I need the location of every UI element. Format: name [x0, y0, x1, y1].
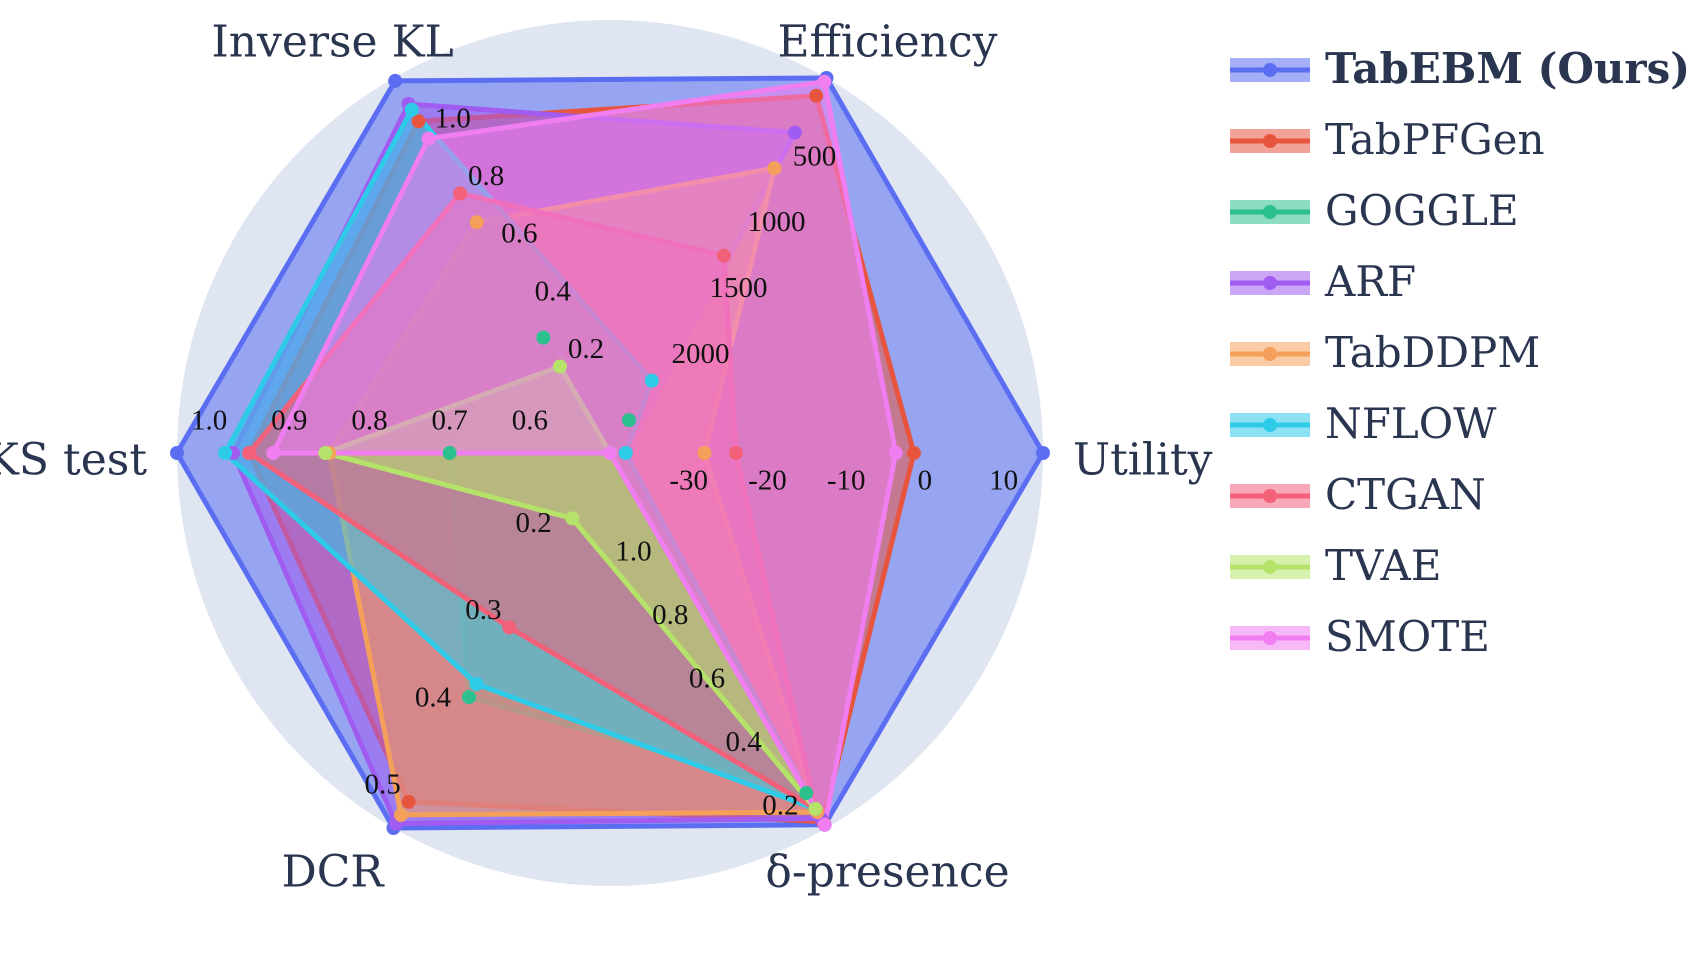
legend-marker: [1263, 276, 1277, 290]
series-marker: [536, 330, 551, 345]
tick-label: 0.2: [516, 507, 552, 539]
series-marker: [553, 359, 568, 374]
series-marker: [404, 102, 419, 117]
tick-label: 0.6: [501, 218, 537, 250]
series-marker: [697, 446, 712, 460]
series-marker: [469, 215, 484, 230]
axis-name: Efficiency: [777, 16, 997, 67]
tick-label: -30: [669, 465, 708, 497]
series-marker: [644, 373, 659, 388]
series-marker: [888, 446, 903, 460]
series-marker: [401, 794, 416, 809]
series-marker: [218, 446, 233, 460]
legend-marker: [1263, 63, 1277, 77]
tick-label: 0.3: [465, 594, 501, 626]
series-marker: [318, 446, 333, 460]
series-marker: [453, 186, 468, 201]
legend-label: SMOTE: [1325, 612, 1490, 661]
series-marker: [603, 446, 617, 460]
series-marker: [421, 131, 436, 146]
series-marker: [716, 248, 731, 263]
tick-label: 0.8: [652, 599, 688, 631]
series-marker: [817, 817, 832, 832]
series-marker: [1036, 446, 1050, 460]
series-marker: [787, 125, 802, 140]
tick-label: 0.6: [512, 405, 548, 437]
tick-label: -20: [748, 465, 787, 497]
tick-label: 0.7: [432, 405, 468, 437]
series-marker: [394, 807, 409, 822]
tick-label: 1.0: [435, 102, 471, 134]
axis-name: DCR: [281, 847, 385, 898]
tick-label: 0: [918, 465, 933, 497]
legend-label: TabPFGen: [1325, 115, 1545, 164]
series-marker: [411, 114, 426, 129]
tick-label: 2000: [672, 338, 730, 370]
axis-name: Utility: [1073, 435, 1213, 486]
tick-label: 0.4: [535, 275, 572, 307]
tick-label: 10: [989, 465, 1018, 497]
tick-label: 1.0: [615, 535, 651, 567]
legend-label: CTGAN: [1325, 470, 1486, 519]
series-marker: [502, 620, 517, 635]
tick-label: 500: [793, 140, 837, 172]
tick-label: 0.9: [271, 405, 307, 437]
legend-label: NFLOW: [1325, 399, 1497, 448]
series-marker: [388, 73, 403, 88]
series-marker: [767, 161, 782, 176]
legend-marker: [1263, 631, 1277, 645]
series-marker: [906, 446, 921, 460]
series-marker: [728, 446, 743, 460]
tick-label: 0.2: [568, 333, 604, 365]
series-marker: [808, 801, 823, 816]
tick-label: -10: [827, 465, 866, 497]
series-marker: [621, 413, 636, 428]
legend-marker: [1263, 205, 1277, 219]
series-marker: [462, 690, 477, 705]
tick-label: 1000: [748, 206, 806, 238]
series-marker: [442, 446, 457, 460]
legend-marker: [1263, 347, 1277, 361]
series-marker: [817, 74, 832, 89]
legend-label: ARF: [1324, 257, 1416, 306]
legend-marker: [1263, 560, 1277, 574]
legend-label: GOGGLE: [1325, 186, 1519, 235]
tick-label: 0.6: [689, 663, 725, 695]
series-marker: [618, 446, 633, 460]
legend-marker: [1263, 134, 1277, 148]
tick-label: 0.4: [726, 726, 763, 758]
legend-marker: [1263, 489, 1277, 503]
tick-label: 0.2: [762, 790, 798, 822]
series-marker: [799, 786, 814, 801]
tick-label: 0.4: [415, 681, 452, 713]
legend-label: TabEBM (Ours): [1325, 44, 1690, 93]
series-marker: [242, 446, 257, 460]
axis-name: Inverse KL: [211, 16, 453, 67]
tick-label: 1500: [710, 272, 768, 304]
tick-label: 1.0: [191, 405, 227, 437]
legend-marker: [1263, 418, 1277, 432]
axis-name: KS test: [0, 435, 147, 486]
series-marker: [266, 446, 281, 460]
tick-label: 0.5: [364, 768, 400, 800]
series-marker: [565, 511, 580, 526]
series-marker: [469, 677, 484, 692]
axis-name: δ-presence: [765, 847, 1009, 898]
series-marker: [170, 446, 184, 460]
tick-label: 0.8: [351, 405, 387, 437]
tick-label: 0.8: [468, 160, 504, 192]
series-marker: [809, 88, 824, 103]
legend-label: TabDDPM: [1325, 328, 1540, 377]
legend-label: TVAE: [1325, 541, 1441, 590]
